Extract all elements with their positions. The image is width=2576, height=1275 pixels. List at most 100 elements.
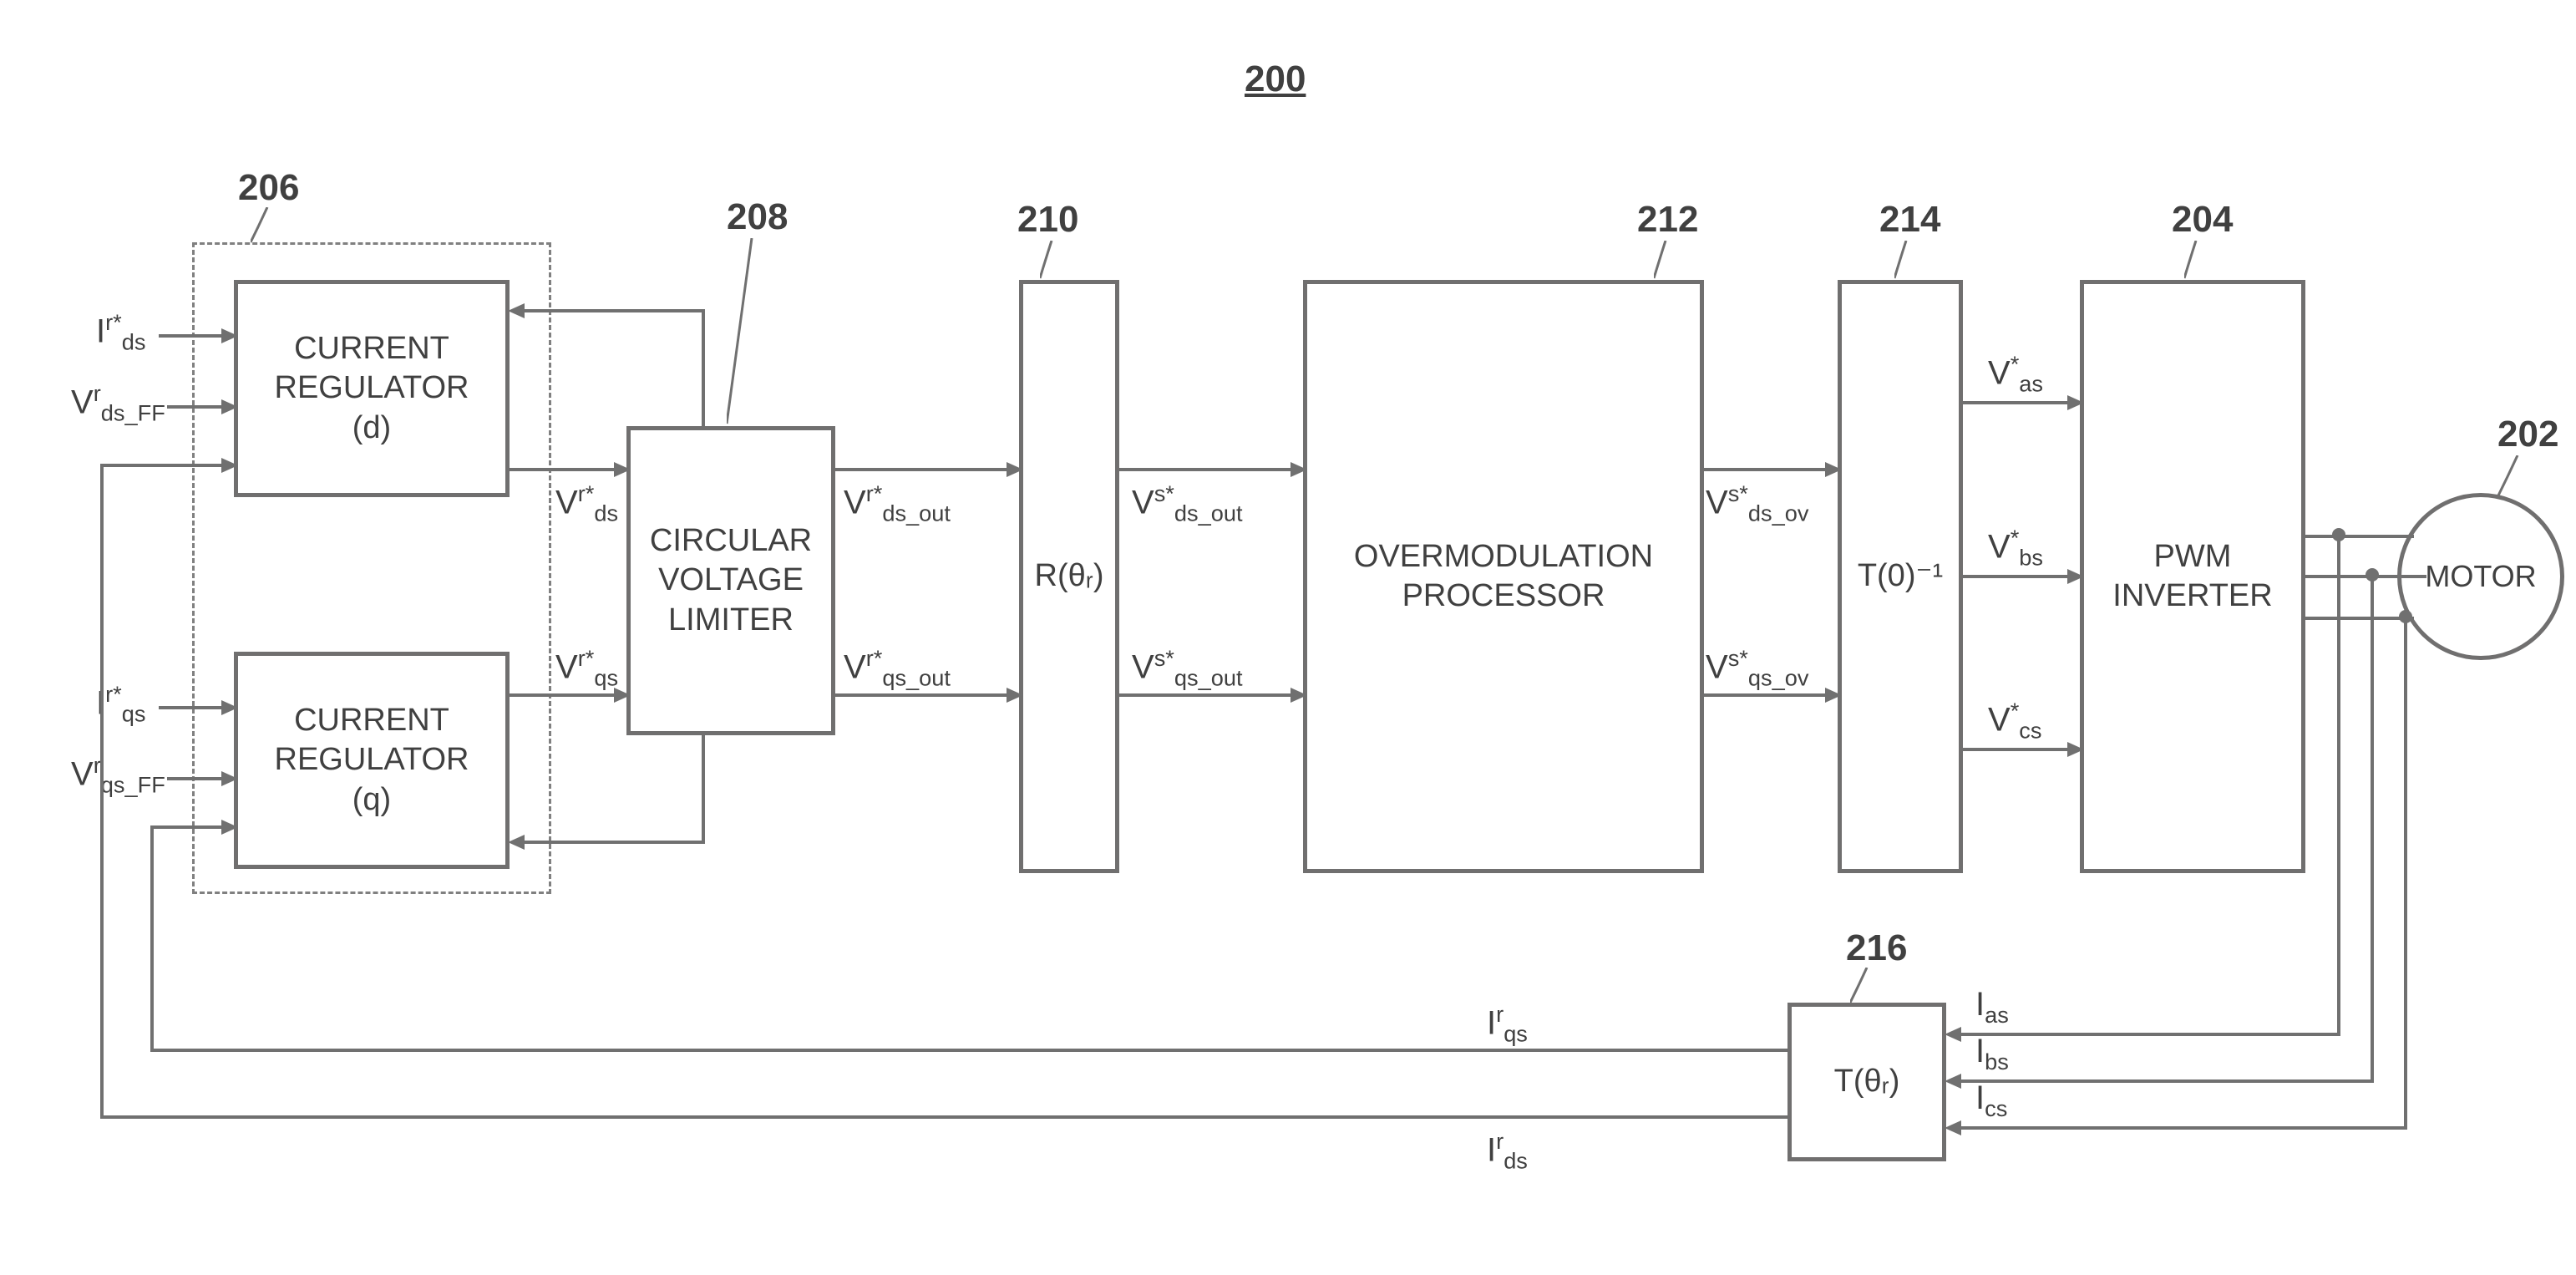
label-reg-q: CURRENT REGULATOR (q): [275, 701, 469, 820]
iqs-fb-arrow: [221, 820, 238, 835]
fb-q-h: [522, 841, 705, 844]
arrow-vds-out-r: [1007, 462, 1023, 477]
num-208: 208: [727, 196, 788, 238]
block-current-regulator-q: CURRENT REGULATOR (q): [234, 652, 510, 869]
line-vds-out-s: [1119, 468, 1295, 471]
ias-h: [1959, 1033, 2340, 1036]
label-motor: MOTOR: [2425, 559, 2536, 594]
sig-Ics: Ics: [1975, 1079, 2007, 1122]
diagram-canvas: 200 206 CURRENT REGULATOR (d) CURRENT RE…: [0, 0, 2576, 1275]
line-vdsff-in: [167, 405, 226, 409]
arrow-vds-rstar: [614, 462, 631, 477]
leader-204: [2184, 241, 2218, 282]
label-reg-d: CURRENT REGULATOR (d): [275, 329, 469, 449]
ids-fb-h2: [100, 464, 226, 467]
sig-Vqs-r-star: Vr*qs: [555, 645, 618, 691]
line-vcs: [1963, 748, 2071, 751]
label-limiter: CIRCULAR VOLTAGE LIMITER: [650, 521, 812, 641]
line-vas: [1963, 401, 2071, 404]
leader-208: [727, 238, 777, 426]
sig-Ias: Ias: [1975, 986, 2009, 1029]
leader-212: [1654, 241, 1687, 282]
sig-Vqs-ov: Vs*qs_ov: [1706, 645, 1808, 691]
arrow-vas: [2067, 395, 2084, 410]
iqs-fb-v: [150, 825, 154, 1052]
arrow-vdsff-in: [221, 399, 238, 414]
ics-v: [2404, 620, 2407, 1130]
sig-Ids-r: Irds: [1487, 1128, 1528, 1174]
arrow-ids-in: [221, 328, 238, 343]
fb-d-h: [522, 309, 705, 312]
ics-arrow: [1945, 1120, 1961, 1135]
block-t-inverse: T(0)⁻¹: [1838, 280, 1963, 873]
ias-v: [2337, 538, 2340, 1036]
num-212: 212: [1637, 199, 1698, 241]
iqs-fb-h: [150, 1049, 1787, 1052]
num-204: 204: [2172, 199, 2233, 241]
line-vds-ov: [1704, 468, 1829, 471]
label-ttheta: T(θᵣ): [1834, 1062, 1900, 1102]
sig-Vds-ov: Vs*ds_ov: [1706, 480, 1808, 526]
block-pwm-inverter: PWM INVERTER: [2080, 280, 2305, 873]
line-phase-c: [2305, 617, 2414, 620]
arrow-vds-ov: [1825, 462, 1842, 477]
ids-fb-arrow: [221, 458, 238, 473]
sig-Vcs: V*cs: [1988, 698, 2041, 744]
leader-210: [1040, 241, 1073, 282]
sig-Ids-r-star: Ir*ds: [96, 309, 145, 355]
line-vqs-rstar: [510, 693, 618, 697]
ibs-h: [1959, 1079, 2374, 1083]
block-r-theta: R(θᵣ): [1019, 280, 1119, 873]
num-206: 206: [238, 167, 299, 209]
arrow-vqsff-in: [221, 771, 238, 786]
sig-Vds-FF: Vrds_FF: [71, 380, 165, 426]
label-rtheta: R(θᵣ): [1035, 556, 1104, 597]
figure-number: 200: [1245, 58, 1306, 100]
label-tinv: T(0)⁻¹: [1858, 556, 1943, 597]
num-216: 216: [1846, 927, 1907, 969]
leader-202: [2497, 455, 2531, 501]
line-vqs-out-r: [835, 693, 1011, 697]
arrow-vqs-out-s: [1291, 688, 1307, 703]
fb-d-arrow: [508, 303, 525, 318]
fb-d-v: [702, 309, 705, 426]
sig-Ibs: Ibs: [1975, 1033, 2009, 1075]
num-210: 210: [1017, 199, 1078, 241]
sig-Iqs-r: Irqs: [1487, 1001, 1528, 1047]
sig-Vqs-FF: Vrqs_FF: [71, 752, 165, 798]
line-vqs-ov: [1704, 693, 1829, 697]
ids-fb-h: [100, 1115, 1787, 1119]
line-vqsff-in: [167, 777, 226, 780]
arrow-vqs-ov: [1825, 688, 1842, 703]
block-current-regulator-d: CURRENT REGULATOR (d): [234, 280, 510, 497]
ias-arrow: [1945, 1027, 1961, 1042]
num-202: 202: [2497, 414, 2558, 455]
line-ids-in: [159, 334, 226, 338]
sig-Vds-out-s: Vs*ds_out: [1132, 480, 1243, 526]
arrow-iqs-in: [221, 700, 238, 715]
fb-q-arrow: [508, 835, 525, 850]
line-vbs: [1963, 575, 2071, 578]
num-214: 214: [1879, 199, 1940, 241]
line-vds-rstar: [510, 468, 618, 471]
ibs-arrow: [1945, 1074, 1961, 1089]
block-overmod: OVERMODULATION PROCESSOR: [1303, 280, 1704, 873]
ibs-v: [2371, 578, 2374, 1083]
arrow-vcs: [2067, 742, 2084, 757]
label-pwm: PWM INVERTER: [2112, 537, 2272, 617]
sig-Vds-r-star: Vr*ds: [555, 480, 618, 526]
fb-q-v: [702, 735, 705, 844]
leader-206: [251, 207, 301, 245]
ids-fb-v: [100, 464, 104, 1119]
block-voltage-limiter: CIRCULAR VOLTAGE LIMITER: [626, 426, 835, 735]
arrow-vqs-out-r: [1007, 688, 1023, 703]
sig-Vds-out-r: Vr*ds_out: [844, 480, 951, 526]
arrow-vbs: [2067, 569, 2084, 584]
sig-Vqs-out-r: Vr*qs_out: [844, 645, 951, 691]
leader-214: [1894, 241, 1928, 282]
sig-Vqs-out-s: Vs*qs_out: [1132, 645, 1243, 691]
line-phase-a: [2305, 535, 2414, 538]
sig-Vbs: V*bs: [1988, 525, 2043, 571]
label-overmod: OVERMODULATION PROCESSOR: [1354, 537, 1653, 617]
sig-Vas: V*as: [1988, 351, 2043, 397]
